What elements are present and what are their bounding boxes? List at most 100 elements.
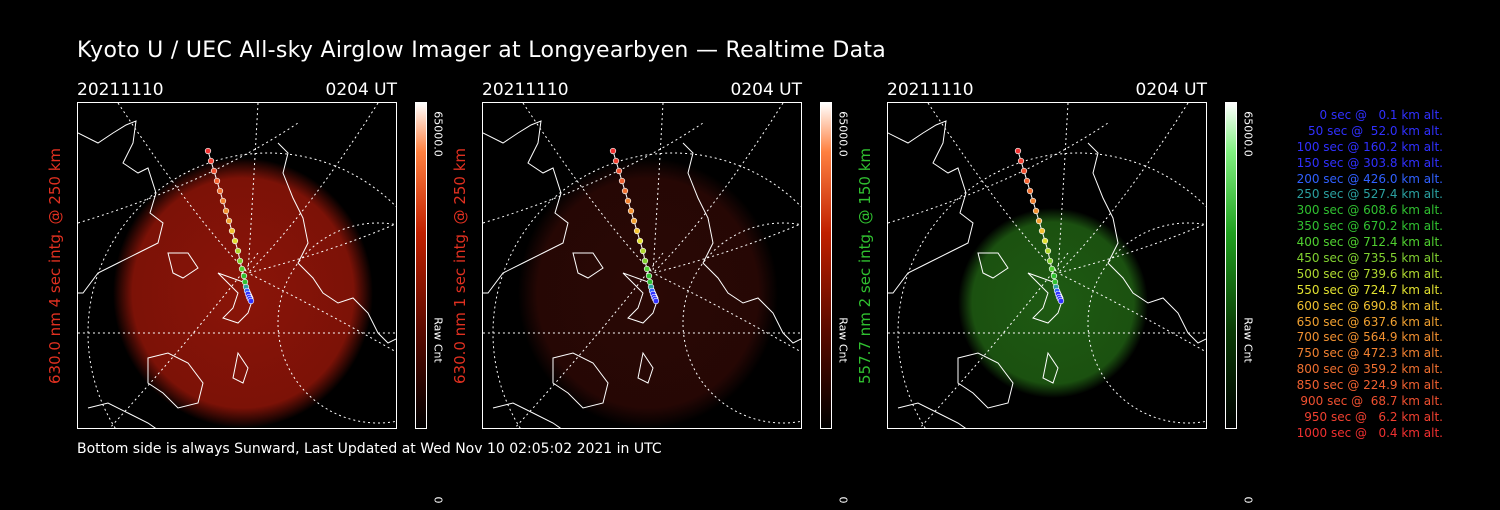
colorbar-min: 0 [1241,496,1255,504]
colorbar-max: 65000.0 [1241,111,1255,157]
footer-note: Bottom side is always Sunward, Last Upda… [77,441,662,457]
panel-time: 0204 UT [730,80,803,100]
trajectory-point [213,177,221,185]
panel-date: 20211110 [77,80,164,100]
latlon-gridline [1057,103,1189,274]
colorbar-min: 0 [836,496,850,504]
trajectory-point [204,147,212,155]
trajectory-point [1038,227,1046,235]
coastline [888,120,1206,428]
airglow-disk [518,158,778,428]
legend-entry: 100 sec @ 160.2 km alt. [1296,139,1443,154]
legend-entry: 0 sec @ 0.1 km alt. [1319,108,1444,122]
trajectory-point [1057,297,1065,305]
trajectory-point [636,237,644,245]
airglow-disk [113,158,373,428]
trajectory-point [609,147,617,155]
trajectory-point [645,272,653,280]
legend-entry: 850 sec @ 224.9 km alt. [1296,378,1443,393]
trajectory-point [1048,265,1056,273]
trajectory-point [207,157,215,165]
trajectory-point [240,272,248,280]
trajectory-point [1035,217,1043,225]
airglow-disk [958,208,1148,398]
imager-panel-2: 20211110 0204 UT 630.0 nm 1 sec intg. @ … [451,80,882,504]
coastline [78,120,396,428]
trajectory-point [630,217,638,225]
latlon-gridline [1057,103,1069,274]
latlon-gridline [652,103,664,274]
legend-entry: 350 sec @ 670.2 km alt. [1296,219,1443,234]
legend-entry: 1000 sec @ 0.4 km alt. [1296,425,1443,440]
imager-panel-1: 20211110 0204 UT 630.0 nm 4 sec intg. @ … [46,80,477,504]
trajectory-point [1017,157,1025,165]
trajectory-point [222,207,230,215]
trajectory-point [210,167,218,175]
range-circle [277,222,396,424]
legend-entry: 700 sec @ 564.9 km alt. [1296,330,1443,345]
latlon-gridline [522,103,654,274]
trajectory-point [621,187,629,195]
latlon-gridline [117,103,249,274]
legend-entry: 650 sec @ 637.6 km alt. [1296,314,1443,329]
latlon-gridline [652,103,784,274]
colorbar-label: Raw Cnt [836,317,850,363]
trajectory-point [643,265,651,273]
colorbar-label: Raw Cnt [1241,317,1255,363]
colorbar-min: 0 [431,496,445,504]
trajectory-point [236,257,244,265]
trajectory-point [241,278,249,286]
range-circle [1087,222,1206,424]
latlon-gridline [247,103,259,274]
trajectory-point [216,187,224,195]
legend-entry: 800 sec @ 359.2 km alt. [1296,362,1443,377]
trajectory-point [1014,147,1022,155]
trajectory-point [228,227,236,235]
latlon-gridline [247,103,379,274]
page-title: Kyoto U / UEC All-sky Airglow Imager at … [77,38,887,63]
imager-panel-3: 20211110 0204 UT 557.7 nm 2 sec intg. @ … [856,80,1287,504]
legend-entry: 550 sec @ 724.7 km alt. [1296,282,1443,297]
legend-entry: 950 sec @ 6.2 km alt. [1304,409,1443,424]
colorbar [1225,102,1237,429]
latlon-gridline [78,122,299,224]
legend-entry: 450 sec @ 735.5 km alt. [1296,251,1443,266]
trajectory-point [234,247,242,255]
panel-time: 0204 UT [325,80,398,100]
colorbar-max: 65000.0 [836,111,850,157]
panel-date: 20211110 [887,80,974,100]
colorbar-max: 65000.0 [431,111,445,157]
legend-entry: 150 sec @ 303.8 km alt. [1296,155,1443,170]
panel-date: 20211110 [482,80,569,100]
trajectory-point [231,237,239,245]
latlon-gridline [927,103,1059,274]
trajectory-point [225,217,233,225]
trajectory-point [1051,278,1059,286]
allsky-image [77,102,397,429]
latlon-gridline [483,122,704,224]
legend-entry: 750 sec @ 472.3 km alt. [1296,346,1443,361]
panel-ylabel: 630.0 nm 4 sec intg. @ 250 km [46,147,64,384]
trajectory-legend: 0 sec @ 0.1 km alt. 50 sec @ 52.0 km alt.… [1297,108,1443,442]
trajectory-point [1023,177,1031,185]
trajectory-point [624,197,632,205]
trajectory-point [247,297,255,305]
legend-entry: 50 sec @ 52.0 km alt. [1308,123,1443,138]
trajectory-point [1029,197,1037,205]
trajectory-point [1046,257,1054,265]
trajectory-point [1044,247,1052,255]
trajectory-point [1026,187,1034,195]
colorbar-label: Raw Cnt [431,317,445,363]
latlon-gridline [888,122,1109,224]
colorbar [415,102,427,429]
legend-entry: 600 sec @ 690.8 km alt. [1296,298,1443,313]
trajectory-point [618,177,626,185]
coastline [483,120,801,428]
trajectory-point [639,247,647,255]
trajectory-point [627,207,635,215]
legend-entry: 500 sec @ 739.6 km alt. [1296,266,1443,281]
trajectory-point [1032,207,1040,215]
trajectory-point [1050,272,1058,280]
trajectory-point [1020,167,1028,175]
trajectory-point [652,297,660,305]
